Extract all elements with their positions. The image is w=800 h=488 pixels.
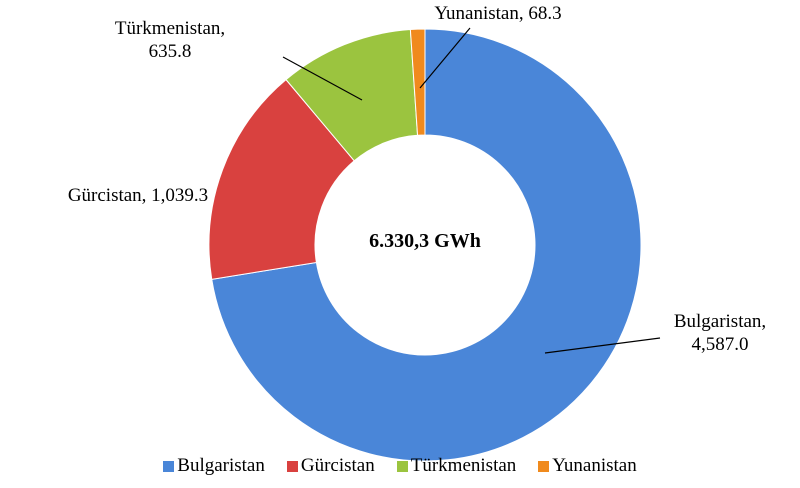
legend-label: Gürcistan (300, 455, 375, 476)
legend-label: Yunanistan (552, 455, 637, 476)
data-label: Bulgaristan, 4,587.0 (673, 311, 767, 355)
leader-line (419, 27, 471, 89)
donut-slice (409, 28, 426, 136)
legend-swatch (286, 460, 298, 472)
donut-slice (208, 78, 355, 280)
leader-line (282, 56, 363, 101)
legend-item: Bulgaristan (163, 455, 265, 477)
slices (208, 28, 642, 462)
legend-swatch (163, 460, 175, 472)
donut-slice (211, 28, 642, 462)
legend-item: Yunanistan (538, 455, 637, 477)
legend-swatch (396, 460, 408, 472)
legend-item: Türkmenistan (396, 455, 517, 477)
legend-item: Gürcistan (286, 455, 375, 477)
data-label: Gürcistan, 1,039.3 (67, 185, 209, 206)
leader-line (544, 337, 661, 354)
center-label: 6.330,3 GWh (369, 230, 481, 252)
legend: Bulgaristan Gürcistan Türkmenistan Yunanist… (0, 455, 800, 477)
data-label: Yunanistan, 68.3 (434, 3, 562, 24)
legend-swatch (538, 460, 550, 472)
legend-label: Türkmenistan (410, 455, 517, 476)
data-label: Türkmenistan, 635.8 (114, 18, 226, 62)
legend-label: Bulgaristan (177, 455, 265, 476)
